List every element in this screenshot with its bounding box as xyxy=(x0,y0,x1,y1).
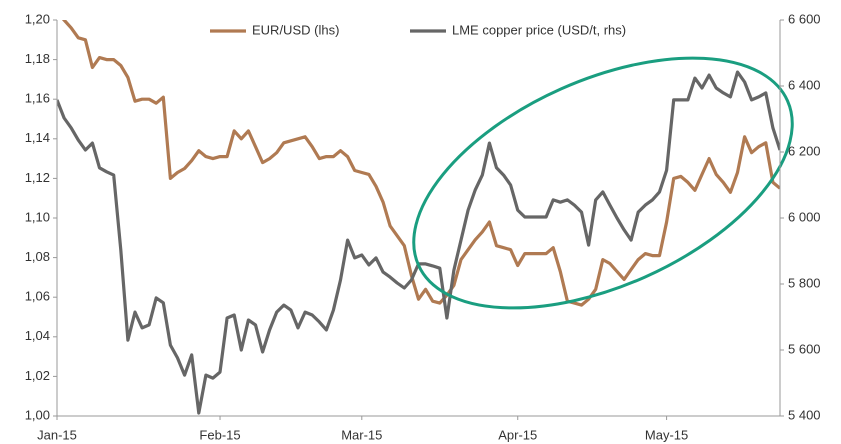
y-tick-label: 1,04 xyxy=(25,328,50,343)
y-tick-label: 1,12 xyxy=(25,170,50,185)
y2-tick-label: 6 000 xyxy=(788,209,821,224)
y2-tick-label: 5 800 xyxy=(788,275,821,290)
y2-tick-label: 6 400 xyxy=(788,77,821,92)
y-tick-label: 1,00 xyxy=(25,407,50,422)
x-tick-label: Feb-15 xyxy=(199,427,240,442)
y2-tick-label: 6 200 xyxy=(788,143,821,158)
y-tick-label: 1,06 xyxy=(25,289,50,304)
x-tick-label: May-15 xyxy=(645,427,688,442)
series-line xyxy=(61,20,780,307)
x-tick-label: Mar-15 xyxy=(341,427,382,442)
y-tick-label: 1,10 xyxy=(25,209,50,224)
legend-label: LME copper price (USD/t, rhs) xyxy=(452,22,626,37)
x-tick-label: Apr-15 xyxy=(498,427,537,442)
y-tick-label: 1,08 xyxy=(25,249,50,264)
y-tick-label: 1,14 xyxy=(25,130,50,145)
legend-label: EUR/USD (lhs) xyxy=(252,22,339,37)
y2-tick-label: 5 600 xyxy=(788,341,821,356)
y-tick-label: 1,16 xyxy=(25,91,50,106)
highlight-ellipse xyxy=(412,56,794,310)
y-tick-label: 1,02 xyxy=(25,368,50,383)
y-tick-label: 1,18 xyxy=(25,51,50,66)
x-tick-label: Jan-15 xyxy=(37,427,77,442)
y2-tick-label: 5 400 xyxy=(788,407,821,422)
y2-tick-label: 6 600 xyxy=(788,11,821,26)
y-tick-label: 1,20 xyxy=(25,11,50,26)
